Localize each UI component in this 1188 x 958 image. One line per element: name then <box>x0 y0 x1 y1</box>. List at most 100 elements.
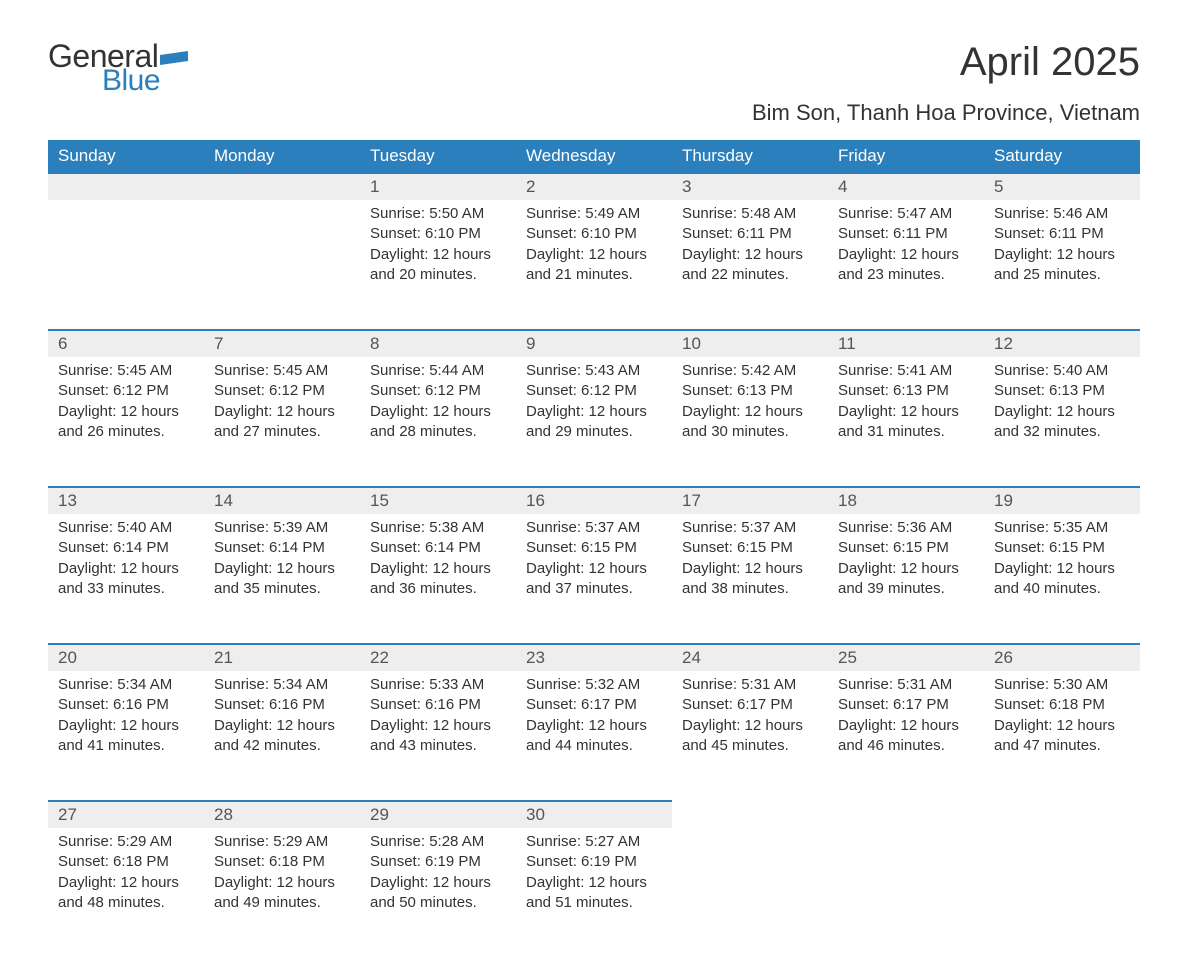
sunset-text: Sunset: 6:14 PM <box>58 538 194 558</box>
day-content-cell: Sunrise: 5:44 AMSunset: 6:12 PMDaylight:… <box>360 357 516 487</box>
day-number-cell: 27 <box>48 801 204 828</box>
day-content-cell: Sunrise: 5:29 AMSunset: 6:18 PMDaylight:… <box>48 828 204 958</box>
daylight-text: Daylight: 12 hours and 26 minutes. <box>58 402 194 443</box>
sunrise-text: Sunrise: 5:49 AM <box>526 204 662 224</box>
daylight-text: Daylight: 12 hours and 20 minutes. <box>370 245 506 286</box>
sunset-text: Sunset: 6:19 PM <box>526 852 662 872</box>
day-content-cell: Sunrise: 5:36 AMSunset: 6:15 PMDaylight:… <box>828 514 984 644</box>
day-header: Thursday <box>672 140 828 173</box>
sunrise-text: Sunrise: 5:47 AM <box>838 204 974 224</box>
day-number-cell: 21 <box>204 644 360 671</box>
sunset-text: Sunset: 6:15 PM <box>526 538 662 558</box>
day-content-cell: Sunrise: 5:45 AMSunset: 6:12 PMDaylight:… <box>204 357 360 487</box>
day-content-cell: Sunrise: 5:42 AMSunset: 6:13 PMDaylight:… <box>672 357 828 487</box>
day-content-cell: Sunrise: 5:31 AMSunset: 6:17 PMDaylight:… <box>672 671 828 801</box>
day-number-cell: 6 <box>48 330 204 357</box>
sunrise-text: Sunrise: 5:30 AM <box>994 675 1130 695</box>
day-content-cell <box>984 828 1140 958</box>
sunset-text: Sunset: 6:11 PM <box>838 224 974 244</box>
sunrise-text: Sunrise: 5:40 AM <box>58 518 194 538</box>
daylight-text: Daylight: 12 hours and 48 minutes. <box>58 873 194 914</box>
sunset-text: Sunset: 6:18 PM <box>58 852 194 872</box>
calendar-table: SundayMondayTuesdayWednesdayThursdayFrid… <box>48 140 1140 958</box>
sunrise-text: Sunrise: 5:38 AM <box>370 518 506 538</box>
sunrise-text: Sunrise: 5:41 AM <box>838 361 974 381</box>
day-content-cell: Sunrise: 5:37 AMSunset: 6:15 PMDaylight:… <box>516 514 672 644</box>
day-content-cell: Sunrise: 5:35 AMSunset: 6:15 PMDaylight:… <box>984 514 1140 644</box>
day-content-cell: Sunrise: 5:43 AMSunset: 6:12 PMDaylight:… <box>516 357 672 487</box>
sunset-text: Sunset: 6:10 PM <box>370 224 506 244</box>
sunset-text: Sunset: 6:14 PM <box>370 538 506 558</box>
day-content-cell: Sunrise: 5:29 AMSunset: 6:18 PMDaylight:… <box>204 828 360 958</box>
day-content-cell: Sunrise: 5:48 AMSunset: 6:11 PMDaylight:… <box>672 200 828 330</box>
sunrise-text: Sunrise: 5:27 AM <box>526 832 662 852</box>
day-content-cell: Sunrise: 5:37 AMSunset: 6:15 PMDaylight:… <box>672 514 828 644</box>
sunrise-text: Sunrise: 5:40 AM <box>994 361 1130 381</box>
sunset-text: Sunset: 6:16 PM <box>58 695 194 715</box>
day-number-cell <box>828 801 984 828</box>
sunrise-text: Sunrise: 5:34 AM <box>58 675 194 695</box>
daylight-text: Daylight: 12 hours and 32 minutes. <box>994 402 1130 443</box>
sunset-text: Sunset: 6:12 PM <box>214 381 350 401</box>
day-number-cell: 22 <box>360 644 516 671</box>
day-number-cell: 19 <box>984 487 1140 514</box>
sunset-text: Sunset: 6:13 PM <box>838 381 974 401</box>
sunset-text: Sunset: 6:10 PM <box>526 224 662 244</box>
day-content-cell <box>828 828 984 958</box>
sunrise-text: Sunrise: 5:48 AM <box>682 204 818 224</box>
day-content-cell: Sunrise: 5:45 AMSunset: 6:12 PMDaylight:… <box>48 357 204 487</box>
sunset-text: Sunset: 6:11 PM <box>994 224 1130 244</box>
sunset-text: Sunset: 6:17 PM <box>682 695 818 715</box>
sunrise-text: Sunrise: 5:42 AM <box>682 361 818 381</box>
sunrise-text: Sunrise: 5:29 AM <box>58 832 194 852</box>
daylight-text: Daylight: 12 hours and 38 minutes. <box>682 559 818 600</box>
sunrise-text: Sunrise: 5:50 AM <box>370 204 506 224</box>
day-content-cell <box>48 200 204 330</box>
daylight-text: Daylight: 12 hours and 36 minutes. <box>370 559 506 600</box>
day-number-cell <box>672 801 828 828</box>
sunset-text: Sunset: 6:16 PM <box>370 695 506 715</box>
day-number-row: 6789101112 <box>48 330 1140 357</box>
sunset-text: Sunset: 6:12 PM <box>526 381 662 401</box>
sunset-text: Sunset: 6:15 PM <box>994 538 1130 558</box>
sunrise-text: Sunrise: 5:45 AM <box>214 361 350 381</box>
sunrise-text: Sunrise: 5:39 AM <box>214 518 350 538</box>
daylight-text: Daylight: 12 hours and 51 minutes. <box>526 873 662 914</box>
sunset-text: Sunset: 6:17 PM <box>838 695 974 715</box>
daylight-text: Daylight: 12 hours and 21 minutes. <box>526 245 662 286</box>
daylight-text: Daylight: 12 hours and 35 minutes. <box>214 559 350 600</box>
day-number-cell: 16 <box>516 487 672 514</box>
daylight-text: Daylight: 12 hours and 50 minutes. <box>370 873 506 914</box>
day-content-row: Sunrise: 5:34 AMSunset: 6:16 PMDaylight:… <box>48 671 1140 801</box>
sunrise-text: Sunrise: 5:31 AM <box>682 675 818 695</box>
daylight-text: Daylight: 12 hours and 31 minutes. <box>838 402 974 443</box>
daylight-text: Daylight: 12 hours and 41 minutes. <box>58 716 194 757</box>
day-content-cell: Sunrise: 5:27 AMSunset: 6:19 PMDaylight:… <box>516 828 672 958</box>
day-number-cell: 20 <box>48 644 204 671</box>
day-content-cell <box>204 200 360 330</box>
day-content-cell: Sunrise: 5:40 AMSunset: 6:14 PMDaylight:… <box>48 514 204 644</box>
day-content-cell: Sunrise: 5:28 AMSunset: 6:19 PMDaylight:… <box>360 828 516 958</box>
day-content-cell: Sunrise: 5:34 AMSunset: 6:16 PMDaylight:… <box>48 671 204 801</box>
day-number-cell: 18 <box>828 487 984 514</box>
daylight-text: Daylight: 12 hours and 43 minutes. <box>370 716 506 757</box>
day-number-cell: 13 <box>48 487 204 514</box>
day-number-cell: 5 <box>984 173 1140 200</box>
day-number-cell: 15 <box>360 487 516 514</box>
sunrise-text: Sunrise: 5:28 AM <box>370 832 506 852</box>
day-content-row: Sunrise: 5:50 AMSunset: 6:10 PMDaylight:… <box>48 200 1140 330</box>
daylight-text: Daylight: 12 hours and 45 minutes. <box>682 716 818 757</box>
sunset-text: Sunset: 6:11 PM <box>682 224 818 244</box>
day-header: Tuesday <box>360 140 516 173</box>
day-number-cell: 10 <box>672 330 828 357</box>
daylight-text: Daylight: 12 hours and 37 minutes. <box>526 559 662 600</box>
sunset-text: Sunset: 6:12 PM <box>58 381 194 401</box>
daylight-text: Daylight: 12 hours and 29 minutes. <box>526 402 662 443</box>
day-header: Saturday <box>984 140 1140 173</box>
day-header: Friday <box>828 140 984 173</box>
day-number-row: 20212223242526 <box>48 644 1140 671</box>
sunrise-text: Sunrise: 5:37 AM <box>682 518 818 538</box>
calendar-header-row: SundayMondayTuesdayWednesdayThursdayFrid… <box>48 140 1140 173</box>
logo: General Blue <box>48 40 188 96</box>
daylight-text: Daylight: 12 hours and 22 minutes. <box>682 245 818 286</box>
